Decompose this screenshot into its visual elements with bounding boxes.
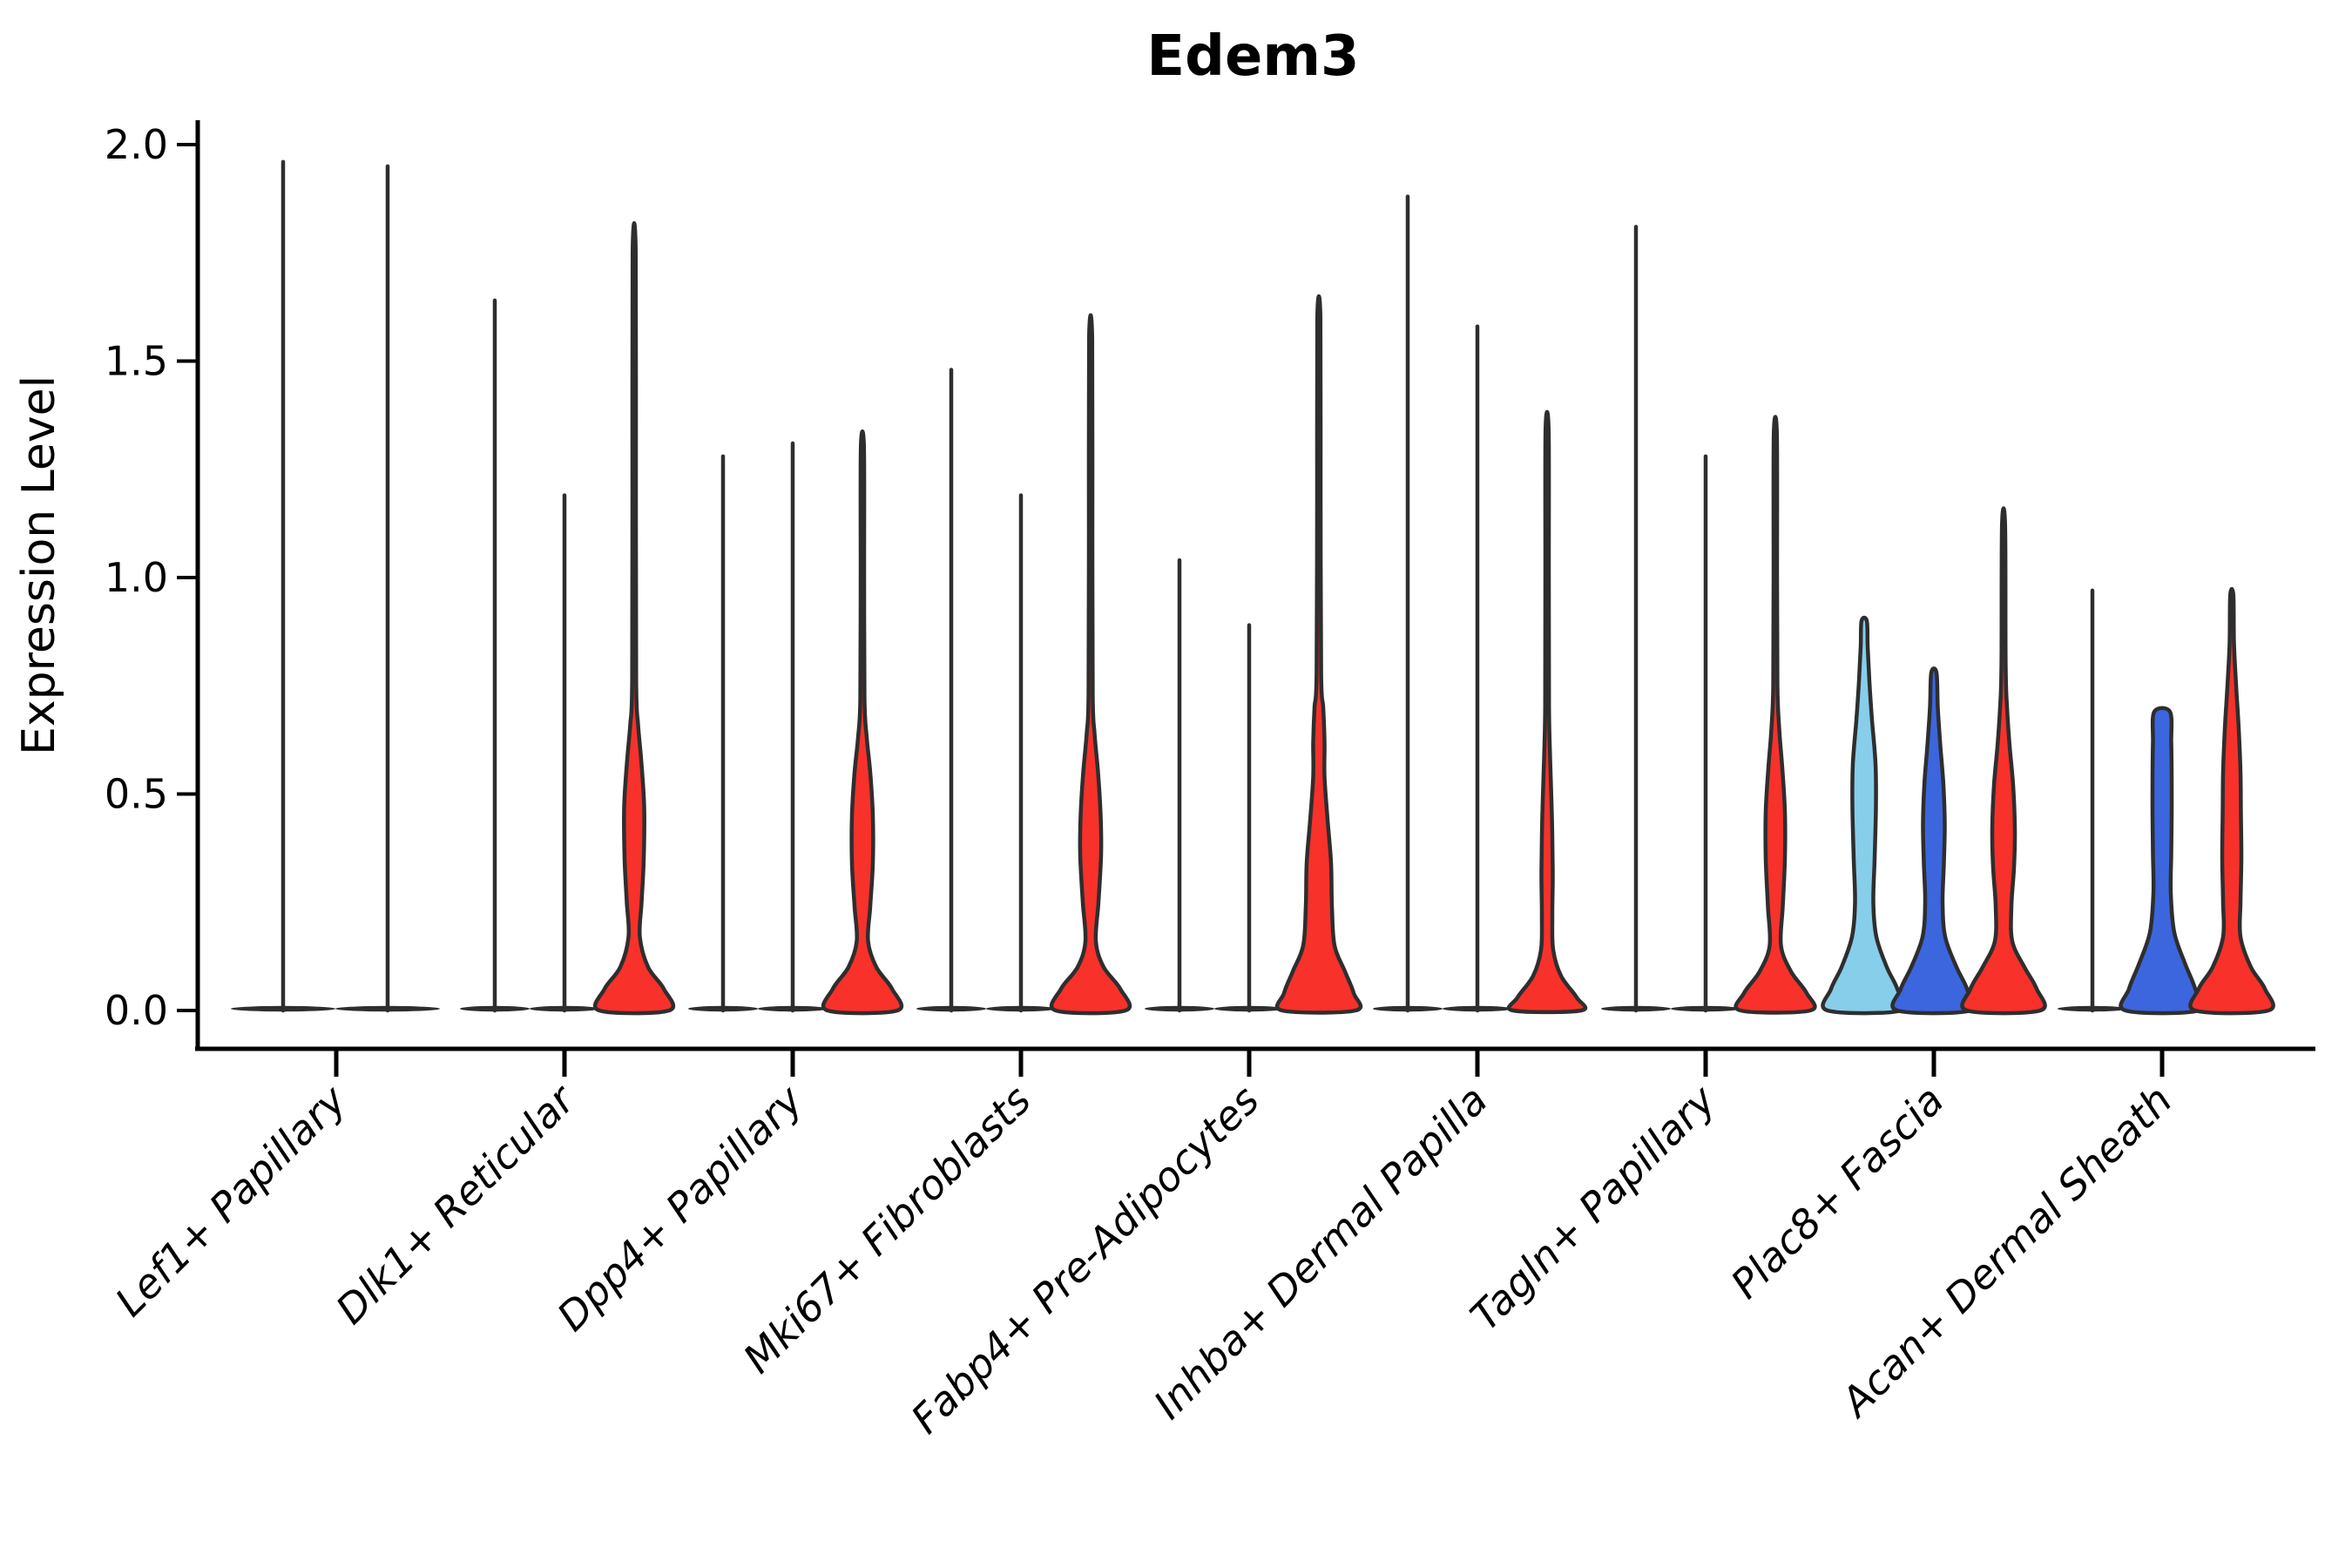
x-category-label: Plac8+ Fascia — [1721, 1077, 1952, 1308]
violin-red — [1049, 313, 1132, 1016]
y-tick-label: 0.0 — [105, 987, 168, 1034]
violin-red — [1960, 506, 2047, 1016]
chart-title: Edem3 — [1146, 24, 1360, 89]
x-category-label: Lef1+ Papillary — [106, 1076, 355, 1325]
y-axis-label: Expression Level — [13, 375, 65, 755]
violin-red — [1274, 294, 1363, 1015]
x-category-label: Dpp4+ Papillary — [548, 1076, 812, 1340]
y-tick-label: 2.0 — [105, 121, 168, 168]
violin-lightblue — [1821, 615, 1908, 1016]
violin-blue — [1890, 666, 1977, 1016]
violin-red — [592, 220, 676, 1016]
violin-red — [821, 429, 904, 1016]
violin-red — [2188, 586, 2275, 1016]
y-tick-label: 1.0 — [105, 554, 168, 601]
violin-red — [1734, 415, 1817, 1015]
y-tick-label: 0.5 — [105, 771, 168, 818]
violin-blue — [2119, 706, 2206, 1016]
y-tick-label: 1.5 — [105, 338, 168, 385]
x-category-label: Tagln+ Papillary — [1461, 1076, 1725, 1340]
violin-red — [1506, 409, 1588, 1015]
x-category-label: Dlk1+ Reticular — [327, 1074, 585, 1333]
